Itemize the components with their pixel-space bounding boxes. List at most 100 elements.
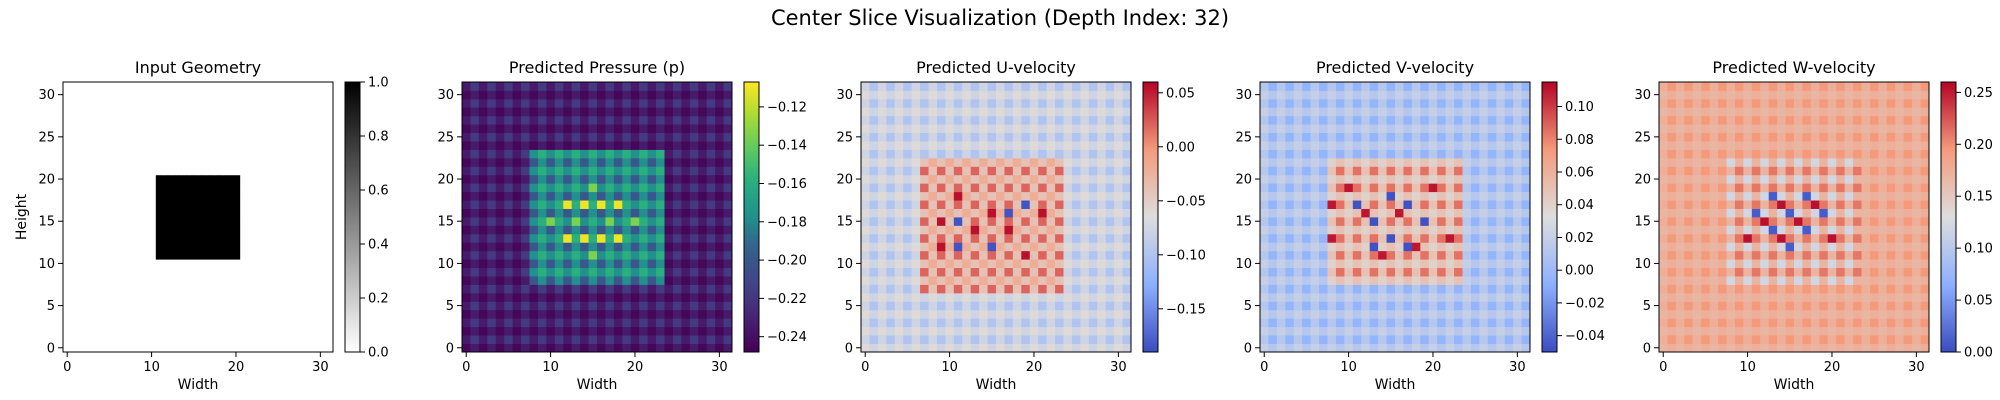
heatmap-cell: [172, 217, 182, 226]
heatmap-cell: [1378, 250, 1387, 260]
heatmap-cell: [495, 208, 505, 218]
colorbar-tick-label: 0.06: [1565, 166, 1594, 181]
heatmap-cell: [706, 292, 716, 302]
heatmap-cell: [1344, 124, 1354, 134]
heatmap-cell: [1335, 200, 1345, 209]
heatmap-cell: [1260, 98, 1269, 108]
heatmap-cell: [240, 250, 250, 260]
heatmap-cell: [1836, 217, 1846, 226]
heatmap-cell: [1428, 166, 1438, 176]
heatmap-cell: [504, 318, 514, 328]
heatmap-cell: [656, 208, 665, 218]
heatmap-cell: [1437, 276, 1447, 285]
heatmap-cell: [1504, 284, 1514, 294]
heatmap-cell: [299, 98, 309, 108]
heatmap-cell: [1912, 157, 1921, 167]
heatmap-cell: [1021, 200, 1031, 209]
heatmap-cell: [554, 250, 564, 260]
heatmap-cell: [248, 225, 258, 235]
heatmap-cell: [1012, 284, 1022, 294]
heatmap-cell: [504, 267, 514, 277]
heatmap-cell: [928, 82, 938, 91]
heatmap-cell: [706, 343, 716, 353]
heatmap-cell: [248, 309, 258, 319]
heatmap-cell: [1454, 82, 1463, 91]
heatmap-cell: [1310, 98, 1320, 108]
heatmap-cell: [681, 267, 691, 277]
heatmap-cell: [240, 107, 250, 117]
heatmap-cell: [1344, 90, 1354, 100]
heatmap-cell: [1105, 115, 1115, 125]
heatmap-cell: [198, 132, 207, 142]
heatmap-cell: [1071, 124, 1081, 134]
heatmap-cell: [1454, 200, 1463, 209]
heatmap-cell: [512, 208, 522, 218]
y-tick-label: 30: [1235, 88, 1252, 103]
heatmap-cell: [630, 259, 640, 269]
heatmap-cell: [290, 284, 300, 294]
heatmap-cell: [1021, 107, 1031, 117]
heatmap-cell: [1684, 250, 1694, 260]
heatmap-cell: [1462, 132, 1472, 142]
heatmap-cell: [290, 292, 300, 302]
heatmap-cell: [1785, 225, 1795, 235]
heatmap-cell: [571, 250, 581, 260]
heatmap-cell: [1454, 208, 1463, 218]
heatmap-cell: [1046, 107, 1056, 117]
heatmap-cell: [1785, 318, 1795, 328]
heatmap-cell: [1428, 82, 1438, 91]
heatmap-cell: [231, 200, 241, 209]
heatmap-cell: [1659, 174, 1668, 184]
heatmap-cell: [672, 141, 682, 150]
heatmap-cell: [689, 292, 699, 302]
heatmap-cell: [605, 90, 615, 100]
heatmap-cell: [1743, 217, 1753, 226]
heatmap-cell: [689, 335, 699, 344]
heatmap-cell: [1114, 250, 1123, 260]
heatmap-cell: [214, 217, 224, 226]
heatmap-cell: [920, 115, 929, 125]
heatmap-cell: [172, 200, 182, 209]
heatmap-cell: [1895, 242, 1905, 252]
heatmap-cell: [1802, 183, 1812, 193]
heatmap-cell: [1046, 326, 1056, 336]
heatmap-cell: [1827, 217, 1837, 226]
heatmap-cell: [1718, 208, 1727, 218]
heatmap-cell: [1038, 225, 1048, 235]
heatmap-cell: [886, 115, 896, 125]
heatmap-cell: [1378, 326, 1387, 336]
heatmap-cell: [1276, 284, 1286, 294]
heatmap-cell: [478, 301, 488, 311]
heatmap-cell: [1701, 174, 1711, 184]
heatmap-cell: [1667, 183, 1677, 193]
heatmap-cell: [265, 90, 275, 100]
heatmap-cell: [1504, 124, 1514, 134]
heatmap-cell: [265, 225, 275, 235]
heatmap-cell: [172, 259, 182, 269]
heatmap-cell: [723, 90, 733, 100]
heatmap-cell: [299, 225, 309, 235]
heatmap-cell: [987, 309, 997, 319]
heatmap-cell: [231, 132, 241, 142]
heatmap-cell: [723, 301, 733, 311]
heatmap-cell: [563, 183, 573, 193]
heatmap-cell: [1462, 115, 1472, 125]
heatmap-cell: [1105, 208, 1115, 218]
heatmap-cell: [1675, 259, 1685, 269]
heatmap-cell: [861, 208, 870, 218]
heatmap-cell: [698, 166, 708, 176]
heatmap-cell: [656, 141, 665, 150]
heatmap-cell: [1276, 335, 1286, 344]
heatmap-cell: [155, 208, 165, 218]
heatmap-cell: [495, 301, 505, 311]
heatmap-cell: [1760, 309, 1770, 319]
heatmap-cell: [681, 191, 691, 201]
heatmap-cell: [1777, 200, 1786, 209]
heatmap-cell: [299, 208, 309, 218]
heatmap-cell: [1861, 208, 1871, 218]
heatmap-cell: [1344, 292, 1354, 302]
heatmap-cell: [1004, 259, 1014, 269]
heatmap-cell: [1844, 276, 1854, 285]
heatmap-cell: [1403, 267, 1413, 277]
heatmap-cell: [240, 217, 250, 226]
